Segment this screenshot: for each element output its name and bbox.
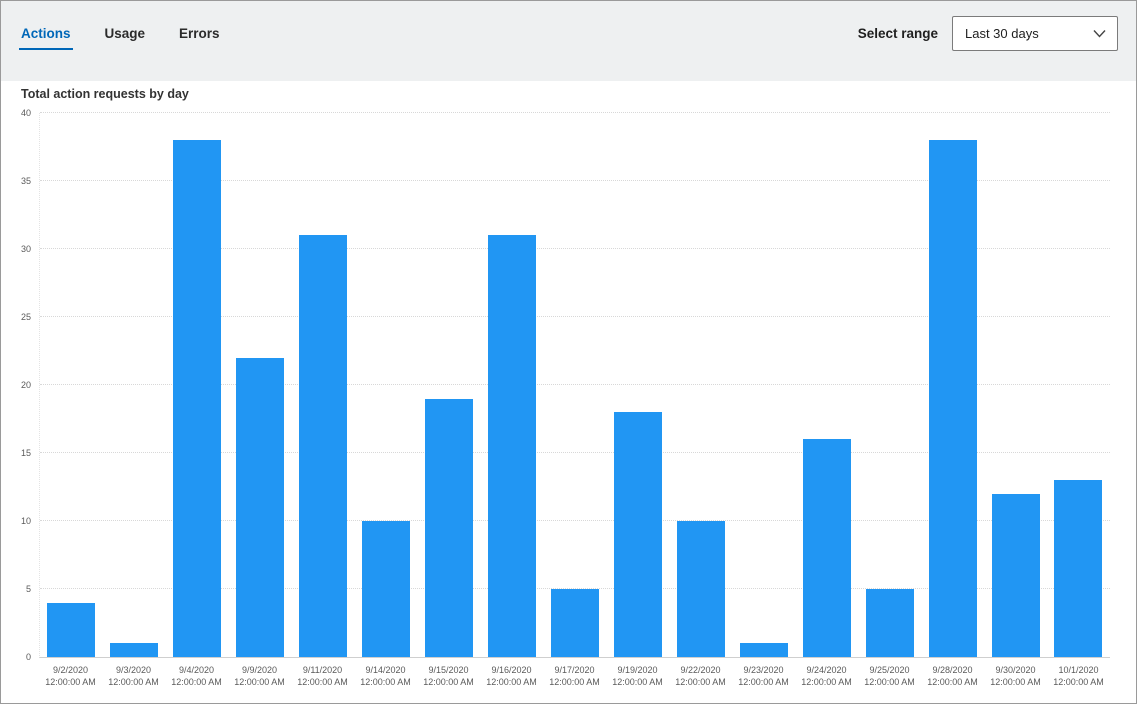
x-axis-tick-label: 9/14/2020 12:00:00 AM bbox=[360, 665, 411, 687]
bar-column bbox=[606, 113, 669, 657]
bar-column bbox=[1047, 113, 1110, 657]
y-axis-tick-label: 5 bbox=[25, 584, 31, 594]
x-axis-tick-label: 9/22/2020 12:00:00 AM bbox=[675, 665, 726, 687]
bar bbox=[550, 589, 599, 657]
bar-column bbox=[732, 113, 795, 657]
x-axis-tick-label: 9/17/2020 12:00:00 AM bbox=[549, 665, 600, 687]
gridline bbox=[40, 316, 1110, 317]
bar-column bbox=[355, 113, 418, 657]
bar bbox=[739, 643, 788, 657]
x-axis-tick-label: 9/3/2020 12:00:00 AM bbox=[108, 665, 159, 687]
plot-area: 0 5 10 15 20 25 30 35 40 bbox=[21, 108, 1110, 662]
bar bbox=[173, 140, 222, 657]
x-axis-tick-label: 9/16/2020 12:00:00 AM bbox=[486, 665, 537, 687]
range-label: Select range bbox=[857, 25, 938, 41]
x-axis-labels: 9/2/2020 12:00:00 AM 9/3/2020 12:00:00 AM 9/… bbox=[39, 664, 1110, 688]
y-axis-tick-label: 40 bbox=[20, 108, 31, 118]
x-axis-tick-label: 9/19/2020 12:00:00 AM bbox=[612, 665, 663, 687]
tab-errors[interactable]: Errors bbox=[179, 25, 220, 41]
bar-column bbox=[984, 113, 1047, 657]
x-axis-tick-label: 9/23/2020 12:00:00 AM bbox=[738, 665, 789, 687]
gridline bbox=[40, 452, 1110, 453]
bar bbox=[110, 643, 159, 657]
gridline bbox=[40, 588, 1110, 589]
bar bbox=[236, 357, 285, 657]
tab-bar: Actions Usage Errors bbox=[19, 17, 222, 50]
bar-column bbox=[481, 113, 544, 657]
range-selector: Select range Last 30 days bbox=[857, 15, 1118, 51]
bar bbox=[47, 602, 96, 657]
chart-title: Total action requests by day bbox=[21, 87, 189, 101]
range-dropdown-value: Last 30 days bbox=[965, 25, 1039, 41]
bar-column bbox=[229, 113, 292, 657]
x-axis-tick-label: 9/15/2020 12:00:00 AM bbox=[423, 665, 474, 687]
bar-column bbox=[544, 113, 607, 657]
y-axis-tick-label: 25 bbox=[20, 312, 31, 322]
bar bbox=[802, 439, 851, 657]
y-axis-tick-label: 10 bbox=[20, 516, 31, 526]
x-axis-tick-label: 9/28/2020 12:00:00 AM bbox=[927, 665, 978, 687]
x-axis-tick-label: 9/2/2020 12:00:00 AM bbox=[45, 665, 96, 687]
x-axis-tick-label: 10/1/2020 12:00:00 AM bbox=[1053, 665, 1104, 687]
bar bbox=[991, 493, 1040, 657]
bar-series bbox=[40, 113, 1110, 657]
bar bbox=[1054, 480, 1103, 657]
y-axis-tick-label: 15 bbox=[20, 448, 31, 458]
x-axis-tick-label: 9/25/2020 12:00:00 AM bbox=[864, 665, 915, 687]
gridline bbox=[40, 520, 1110, 521]
y-axis-tick-label: 30 bbox=[20, 244, 31, 254]
bar-column bbox=[669, 113, 732, 657]
x-axis-tick-label: 9/30/2020 12:00:00 AM bbox=[990, 665, 1041, 687]
bar-column bbox=[166, 113, 229, 657]
bar-column bbox=[418, 113, 481, 657]
x-axis-tick-label: 9/9/2020 12:00:00 AM bbox=[234, 665, 285, 687]
y-axis-tick-label: 0 bbox=[25, 652, 31, 662]
bar-column bbox=[858, 113, 921, 657]
topbar: Actions Usage Errors Select range Last 30 … bbox=[1, 1, 1136, 65]
gridline bbox=[40, 180, 1110, 181]
bar-column bbox=[795, 113, 858, 657]
gridline bbox=[40, 384, 1110, 385]
y-axis-tick-label: 35 bbox=[20, 176, 31, 186]
range-dropdown[interactable]: Last 30 days bbox=[952, 15, 1118, 51]
x-axis-tick-label: 9/11/2020 12:00:00 AM bbox=[297, 665, 348, 687]
bar bbox=[362, 521, 411, 657]
bar-column bbox=[921, 113, 984, 657]
bar bbox=[299, 235, 348, 657]
bar bbox=[488, 235, 537, 657]
bar-column bbox=[292, 113, 355, 657]
bar-column bbox=[40, 113, 103, 657]
gridline bbox=[40, 112, 1110, 113]
tab-usage[interactable]: Usage bbox=[104, 25, 146, 41]
bar bbox=[928, 140, 977, 657]
gridline bbox=[40, 248, 1110, 249]
bar bbox=[613, 412, 662, 657]
chevron-down-icon bbox=[1093, 29, 1106, 38]
bar bbox=[865, 589, 914, 657]
x-axis-tick-label: 9/24/2020 12:00:00 AM bbox=[801, 665, 852, 687]
tab-actions[interactable]: Actions bbox=[19, 17, 73, 50]
chart-card: Total action requests by day 0 5 10 15 20 25 3… bbox=[1, 81, 1136, 703]
bar bbox=[425, 398, 474, 657]
bar bbox=[676, 521, 725, 657]
y-axis-tick-label: 20 bbox=[20, 380, 31, 390]
x-axis-tick-label: 9/4/2020 12:00:00 AM bbox=[171, 665, 222, 687]
bar-column bbox=[103, 113, 166, 657]
